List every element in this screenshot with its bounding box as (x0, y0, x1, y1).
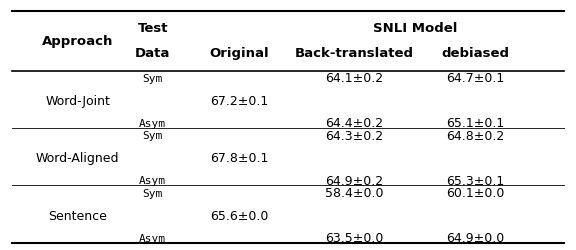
Text: 67.2±0.1: 67.2±0.1 (210, 95, 268, 108)
Text: Asym: Asym (139, 234, 166, 244)
Text: 64.8±0.2: 64.8±0.2 (446, 130, 505, 143)
Text: 64.4±0.2: 64.4±0.2 (325, 117, 383, 130)
Text: Approach: Approach (42, 35, 113, 48)
Text: Sym: Sym (142, 74, 163, 84)
Text: Test: Test (138, 22, 168, 35)
Text: 64.1±0.2: 64.1±0.2 (325, 72, 383, 85)
Text: 65.3±0.1: 65.3±0.1 (446, 175, 505, 188)
Text: 65.1±0.1: 65.1±0.1 (446, 117, 505, 130)
Text: 60.1±0.0: 60.1±0.0 (446, 187, 505, 200)
Text: debiased: debiased (441, 47, 509, 60)
Text: 64.3±0.2: 64.3±0.2 (325, 130, 383, 143)
Text: 58.4±0.0: 58.4±0.0 (325, 187, 384, 200)
Text: Word-Joint: Word-Joint (46, 95, 110, 108)
Text: Asym: Asym (139, 176, 166, 186)
Text: 65.6±0.0: 65.6±0.0 (210, 210, 268, 223)
Text: SNLI Model: SNLI Model (373, 22, 457, 35)
Text: 64.7±0.1: 64.7±0.1 (446, 72, 505, 85)
Text: 67.8±0.1: 67.8±0.1 (210, 152, 268, 165)
Text: 64.9±0.2: 64.9±0.2 (325, 175, 383, 188)
Text: Sentence: Sentence (48, 210, 107, 223)
Text: Back-translated: Back-translated (295, 47, 414, 60)
Text: Sym: Sym (142, 131, 163, 141)
Text: Data: Data (135, 47, 170, 60)
Text: Sym: Sym (142, 189, 163, 199)
Text: 63.5±0.0: 63.5±0.0 (325, 232, 384, 245)
Text: Word-Aligned: Word-Aligned (36, 152, 119, 165)
Text: Original: Original (209, 47, 269, 60)
Text: Asym: Asym (139, 119, 166, 129)
Text: 64.9±0.0: 64.9±0.0 (446, 232, 505, 245)
